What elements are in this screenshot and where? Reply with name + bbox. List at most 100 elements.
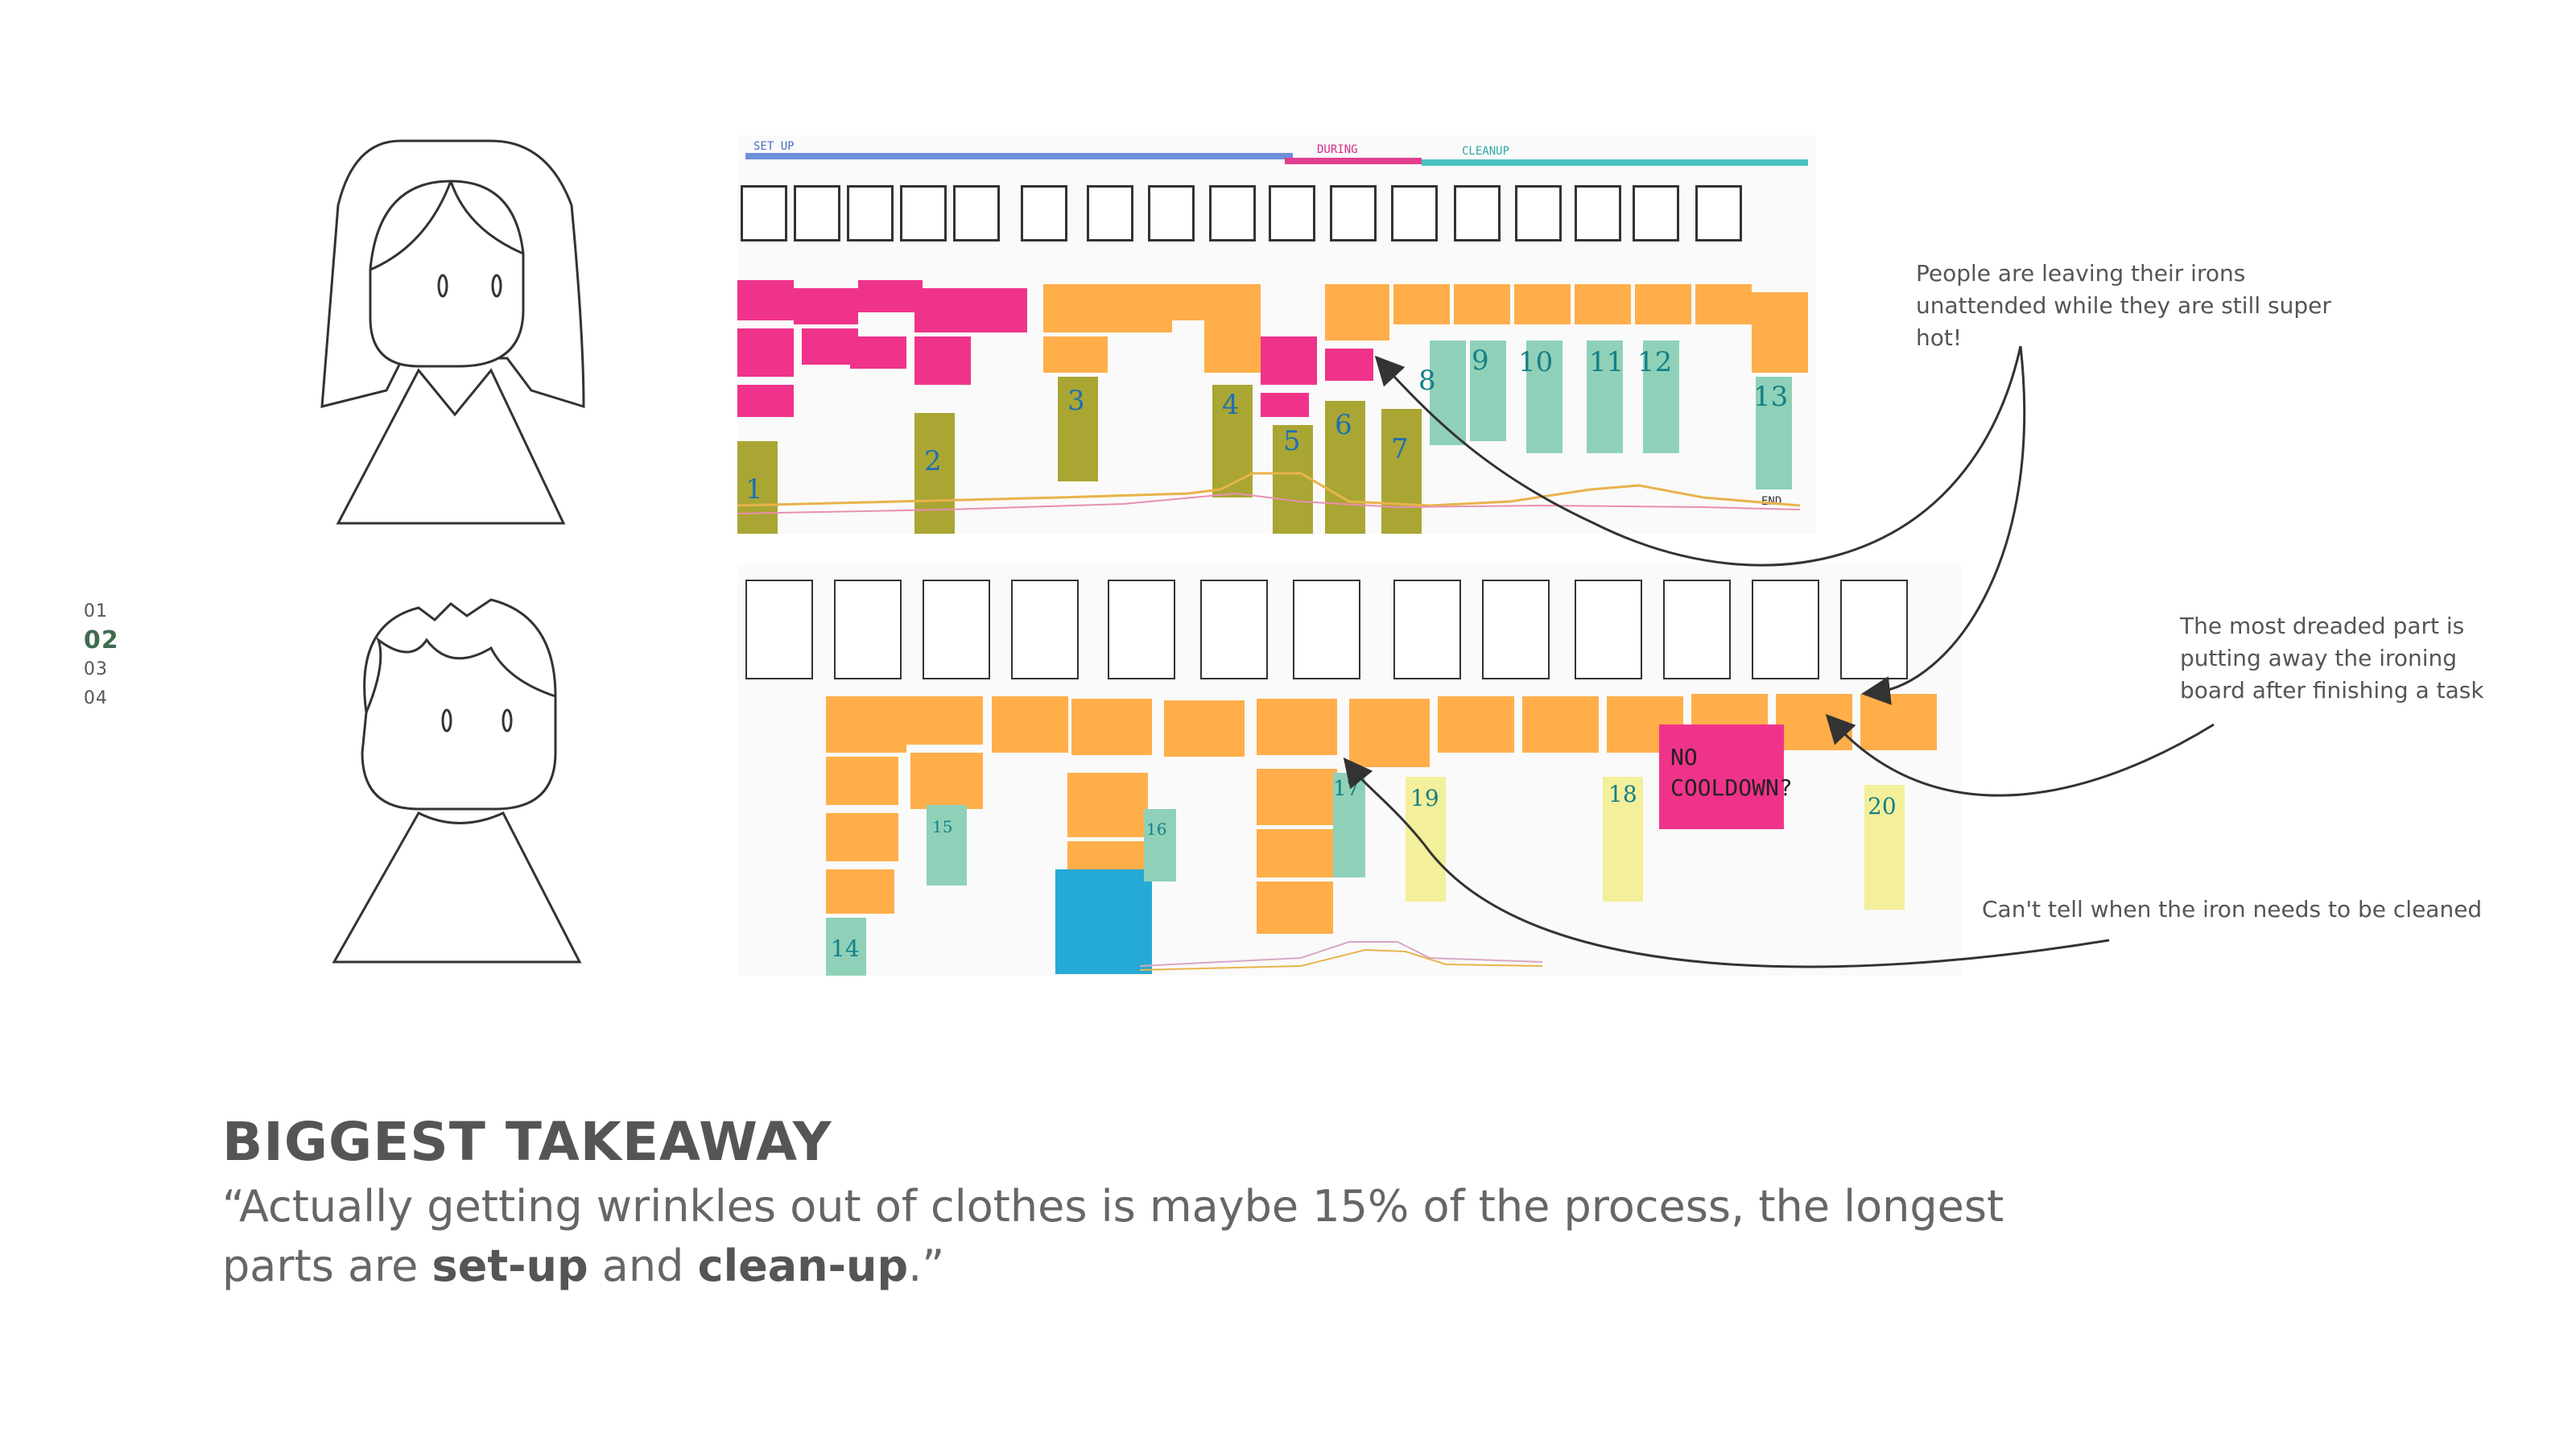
teal-number-note — [1144, 809, 1176, 881]
sticky-note — [1575, 284, 1631, 324]
storyboard-frame — [1454, 185, 1501, 242]
olive-number-note — [1058, 377, 1098, 481]
sticky-note — [1325, 349, 1373, 381]
persona-female-illustration — [320, 139, 585, 525]
emotion-curve — [1140, 941, 1542, 971]
takeaway-quote: “Actually getting wrinkles out of clothe… — [222, 1177, 2074, 1296]
phase-bar-cleanup — [1422, 159, 1808, 166]
storyboard-frame — [847, 185, 894, 242]
olive-number-note — [1381, 409, 1422, 534]
teal-number-note — [1333, 773, 1365, 877]
journey-map-photo-top: SET UP DURING CLEANUP — [737, 135, 1816, 534]
connector-cleaning — [1343, 757, 2110, 968]
persona-male-illustration — [332, 598, 582, 964]
teal-number-note — [1587, 341, 1623, 453]
sticky-note — [826, 813, 898, 861]
sticky-note — [826, 869, 894, 914]
takeaway-heading: BIGGEST TAKEAWAY — [222, 1111, 832, 1173]
phase-bar-during — [1285, 158, 1422, 164]
teal-number-note — [1470, 341, 1506, 441]
step-number: 6 — [1335, 409, 1352, 441]
annotation-dreaded-part: The most dreaded part is putting away th… — [2180, 613, 2484, 704]
sticky-note — [1257, 829, 1337, 877]
step-number: 16 — [1146, 819, 1167, 839]
storyboard-frame — [1330, 185, 1377, 242]
sticky-note — [1043, 284, 1108, 332]
storyboard-frame — [1108, 580, 1175, 679]
sticky-note — [1635, 284, 1691, 324]
step-number: 9 — [1472, 345, 1489, 377]
sticky-note — [906, 696, 983, 745]
storyboard-frame — [1391, 185, 1438, 242]
sticky-note — [1261, 336, 1317, 385]
sticky-note — [1695, 284, 1752, 324]
step-number: 8 — [1418, 365, 1436, 397]
storyboard-frame — [1633, 185, 1679, 242]
sticky-note — [802, 328, 858, 365]
step-number: 7 — [1391, 433, 1409, 465]
step-number: 18 — [1608, 781, 1637, 807]
olive-number-note — [737, 441, 778, 534]
sticky-note — [1349, 699, 1430, 767]
page-indicator-01[interactable]: 01 — [84, 601, 108, 621]
sticky-note — [858, 280, 923, 312]
phase-bar-setup — [745, 153, 1293, 159]
quote-bold-cleanup: clean-up — [697, 1241, 909, 1291]
step-number: 20 — [1868, 793, 1897, 819]
sticky-note — [1164, 700, 1245, 757]
step-number: 1 — [745, 473, 763, 506]
sticky-note — [914, 336, 971, 385]
storyboard-frame — [1209, 185, 1256, 242]
step-number: 10 — [1518, 346, 1554, 378]
sticky-note — [992, 696, 1068, 753]
connector-irons — [1374, 345, 2022, 567]
olive-number-note — [914, 413, 955, 534]
step-number: 3 — [1067, 385, 1085, 417]
sticky-note — [737, 280, 794, 320]
storyboard-frame — [1269, 185, 1315, 242]
sticky-note — [826, 696, 906, 753]
annotation-irons-unattended: People are leaving their irons unattende… — [1916, 260, 2331, 351]
storyboard-frame — [834, 580, 902, 679]
page-indicator-02[interactable]: 02 — [84, 626, 119, 654]
phase-label-during: DURING — [1317, 143, 1358, 156]
yellow-number-note — [1603, 777, 1643, 902]
sticky-note — [1108, 284, 1172, 332]
no-cooldown-text: NO COOLDOWN? — [1670, 744, 1793, 801]
quote-text-middle: and — [588, 1241, 698, 1291]
sticky-note — [1438, 696, 1514, 753]
storyboard-frame — [741, 185, 787, 242]
emotion-curve — [737, 472, 1801, 514]
step-number: 13 — [1753, 381, 1789, 413]
storyboard-frame — [923, 580, 990, 679]
sticky-note — [737, 385, 794, 417]
teal-number-note — [1526, 341, 1563, 453]
storyboard-frame — [1752, 580, 1819, 679]
sticky-note — [1393, 284, 1450, 324]
storyboard-frame — [953, 185, 1000, 242]
storyboard-frame — [1515, 185, 1562, 242]
page-indicator-04[interactable]: 04 — [84, 688, 108, 708]
sticky-note — [794, 288, 858, 324]
storyboard-frame — [900, 185, 947, 242]
step-number: 11 — [1589, 346, 1624, 378]
sticky-note — [1257, 699, 1337, 755]
page-indicator-03[interactable]: 03 — [84, 659, 108, 679]
storyboard-frame — [1021, 185, 1067, 242]
sticky-note — [1325, 284, 1389, 341]
step-number: 12 — [1637, 346, 1673, 378]
sticky-note — [1257, 881, 1333, 934]
quote-text-end: .” — [908, 1241, 945, 1291]
sticky-note — [1454, 284, 1510, 324]
sticky-note — [1514, 284, 1571, 324]
storyboard-frame — [1663, 580, 1731, 679]
storyboard-frame — [1200, 580, 1268, 679]
storyboard-frame — [1575, 580, 1642, 679]
sticky-note — [971, 288, 1027, 332]
storyboard-frame — [1482, 580, 1550, 679]
storyboard-frame — [1695, 185, 1742, 242]
storyboard-frame — [794, 185, 840, 242]
sticky-note — [1043, 336, 1108, 373]
yellow-number-note — [1864, 785, 1905, 910]
